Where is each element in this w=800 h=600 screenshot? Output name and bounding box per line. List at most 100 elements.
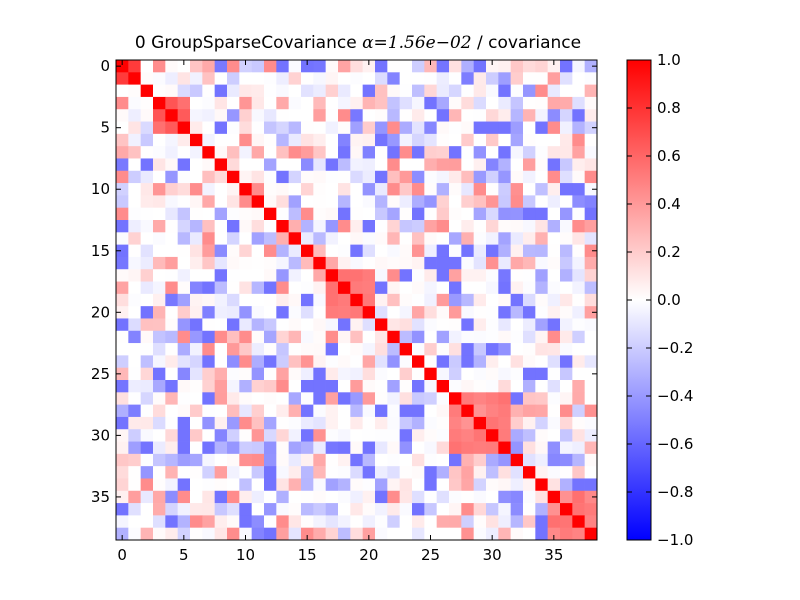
heatmap-cell: [560, 109, 573, 122]
heatmap-cell: [276, 453, 289, 467]
heatmap-cell: [387, 232, 400, 245]
heatmap-cell: [412, 158, 425, 172]
heatmap-cell: [325, 109, 339, 122]
heatmap-cell: [572, 244, 585, 258]
heatmap-cell: [399, 441, 413, 455]
heatmap-cell: [535, 330, 548, 344]
heatmap-cell: [412, 72, 425, 85]
heatmap-cell: [288, 281, 302, 295]
heatmap-cell: [424, 170, 437, 184]
heatmap-cell: [498, 183, 511, 196]
heatmap-cell: [350, 60, 363, 73]
heatmap-cell: [128, 453, 141, 467]
heatmap-cell: [264, 515, 277, 528]
heatmap-cell: [461, 293, 474, 307]
heatmap-cell: [412, 490, 425, 504]
heatmap-cell: [424, 515, 437, 528]
heatmap-cell: [177, 392, 191, 405]
heatmap-cell: [288, 392, 302, 405]
heatmap-cell: [202, 515, 215, 528]
heatmap-cell: [486, 256, 499, 270]
heatmap-cell: [276, 133, 289, 147]
heatmap-cell: [424, 72, 437, 85]
title-prefix: 0 GroupSparseCovariance: [134, 33, 363, 53]
heatmap-cell: [350, 146, 363, 159]
heatmap-cell: [449, 355, 462, 368]
heatmap-cell: [251, 133, 265, 147]
heatmap-cell: [177, 232, 191, 245]
heatmap-cell: [214, 96, 228, 110]
heatmap-cell: [264, 220, 277, 233]
heatmap-cell: [165, 133, 178, 147]
heatmap-cell: [461, 183, 474, 196]
heatmap-cell: [140, 84, 154, 98]
heatmap-cell: [350, 490, 363, 504]
heatmap-cell: [461, 170, 474, 184]
heatmap-cell: [523, 466, 536, 479]
heatmap-cell: [387, 293, 400, 307]
heatmap-cell: [227, 343, 240, 356]
heatmap-cell: [165, 404, 178, 418]
heatmap-cell: [510, 207, 524, 221]
heatmap-cell: [436, 293, 450, 307]
heatmap-cell: [412, 453, 425, 467]
heatmap-cell: [313, 330, 326, 344]
heatmap-cell: [140, 293, 154, 307]
heatmap-cell: [350, 293, 363, 307]
heatmap-cell: [153, 207, 166, 221]
heatmap-cell: [362, 392, 376, 405]
heatmap-cell: [523, 121, 536, 135]
heatmap-cell: [436, 490, 450, 504]
heatmap-cell: [510, 133, 524, 147]
heatmap-cell: [560, 207, 573, 221]
heatmap-cell: [486, 220, 499, 233]
heatmap-cell: [436, 256, 450, 270]
heatmap-cell: [461, 121, 474, 135]
heatmap-cell: [486, 60, 499, 73]
heatmap-cell: [436, 466, 450, 479]
heatmap-cell: [412, 367, 425, 381]
heatmap-cell: [473, 96, 487, 110]
heatmap-cell: [473, 503, 487, 516]
heatmap-cell: [276, 392, 289, 405]
heatmap-cell: [338, 404, 351, 418]
heatmap-cell: [424, 392, 437, 405]
heatmap-cell: [313, 133, 326, 147]
heatmap-cell: [486, 355, 499, 368]
heatmap-cell: [116, 318, 129, 332]
heatmap-cell: [510, 404, 524, 418]
heatmap-cell: [276, 466, 289, 479]
heatmap-cell: [276, 293, 289, 307]
heatmap-cell: [424, 527, 437, 541]
heatmap-cell: [239, 478, 252, 492]
heatmap-cell: [473, 343, 487, 356]
colorbar-tick-label: −0.4: [657, 387, 693, 405]
heatmap-cell: [140, 429, 154, 442]
heatmap-cell: [424, 490, 437, 504]
heatmap-cell: [584, 416, 598, 430]
heatmap-cell: [436, 453, 450, 467]
heatmap-cell: [239, 96, 252, 110]
heatmap-cell: [584, 109, 598, 122]
heatmap-cell: [584, 281, 598, 295]
heatmap-cell: [251, 84, 265, 98]
heatmap-cell: [461, 343, 474, 356]
heatmap-cell: [239, 84, 252, 98]
heatmap-cell: [461, 478, 474, 492]
heatmap-cell: [424, 84, 437, 98]
heatmap-cell: [510, 170, 524, 184]
heatmap-cell: [177, 72, 191, 85]
heatmap-cell: [288, 96, 302, 110]
heatmap-cell: [227, 318, 240, 332]
heatmap-cell: [547, 60, 561, 73]
heatmap-cell: [325, 146, 339, 159]
heatmap-cell: [313, 195, 326, 208]
heatmap-cell: [449, 72, 462, 85]
heatmap-cell: [584, 466, 598, 479]
heatmap-cell: [251, 244, 265, 258]
heatmap-cell: [510, 244, 524, 258]
heatmap-cell: [362, 515, 376, 528]
heatmap-cell: [325, 367, 339, 381]
heatmap-cell: [350, 170, 363, 184]
heatmap-cell: [486, 195, 499, 208]
